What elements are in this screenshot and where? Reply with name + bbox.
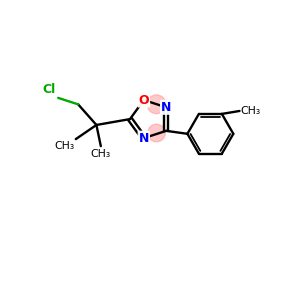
Text: O: O (139, 94, 149, 106)
Text: CH₃: CH₃ (241, 106, 261, 116)
Text: CH₃: CH₃ (54, 141, 74, 151)
Text: Cl: Cl (43, 83, 56, 96)
Text: N: N (139, 132, 149, 145)
Text: N: N (161, 101, 171, 114)
Text: CH₃: CH₃ (91, 148, 111, 158)
Circle shape (147, 95, 166, 114)
Circle shape (148, 124, 165, 142)
